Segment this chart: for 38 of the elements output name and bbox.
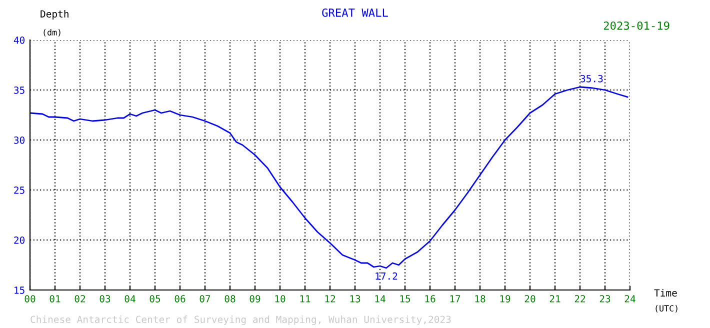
y-tick-label: 20 <box>14 236 25 244</box>
x-tick-label: 07 <box>200 295 210 302</box>
x-tick-label: 04 <box>124 295 136 302</box>
x-tick-label: 14 <box>375 295 386 302</box>
x-tick-label: 16 <box>425 295 436 302</box>
x-tick-label: 10 <box>275 295 286 302</box>
x-tick-label: 11 <box>300 295 310 302</box>
x-tick-label: 06 <box>174 295 186 302</box>
x-tick-label: 23 <box>600 295 610 302</box>
text: 2023-01-19 <box>604 21 670 30</box>
x-tick-label: 12 <box>325 295 336 302</box>
y-tick-label: 25 <box>14 186 24 194</box>
x-tick-label: 24 <box>624 295 636 302</box>
x-tick-label: 02 <box>74 295 86 302</box>
x-tick-label: 13 <box>350 295 360 302</box>
x-tick-label: 05 <box>150 295 160 302</box>
y-tick-label: 40 <box>14 36 25 44</box>
x-tick-label: 15 <box>400 295 410 302</box>
x-tick-label: 18 <box>475 295 486 302</box>
x-axis-title: Time (UTC) <box>654 289 678 312</box>
x-tick-label: 17 <box>450 295 460 302</box>
x-tick-label: 19 <box>500 295 510 302</box>
annotation: 17.2 <box>376 272 398 280</box>
y-tick-label: 30 <box>14 136 25 144</box>
y-tick-label: 35 <box>14 86 24 94</box>
x-tick-label: 22 <box>574 295 586 302</box>
y-axis-title: Depth (dm) <box>40 10 68 36</box>
x-tick-label: 03 <box>100 295 110 302</box>
x-tick-label: 20 <box>524 295 536 302</box>
y-tick-label: 15 <box>14 286 24 294</box>
x-tick-label: 00 <box>24 295 36 302</box>
line-series <box>30 86 628 269</box>
annotation: 35.3 <box>580 74 603 82</box>
x-tick-label: 21 <box>550 295 560 302</box>
x-tick-label: 01 <box>50 295 60 302</box>
x-tick-label: 08 <box>224 295 236 302</box>
chart-title: GREAT WALL <box>322 8 388 17</box>
x-tick-label: 09 <box>250 295 260 302</box>
